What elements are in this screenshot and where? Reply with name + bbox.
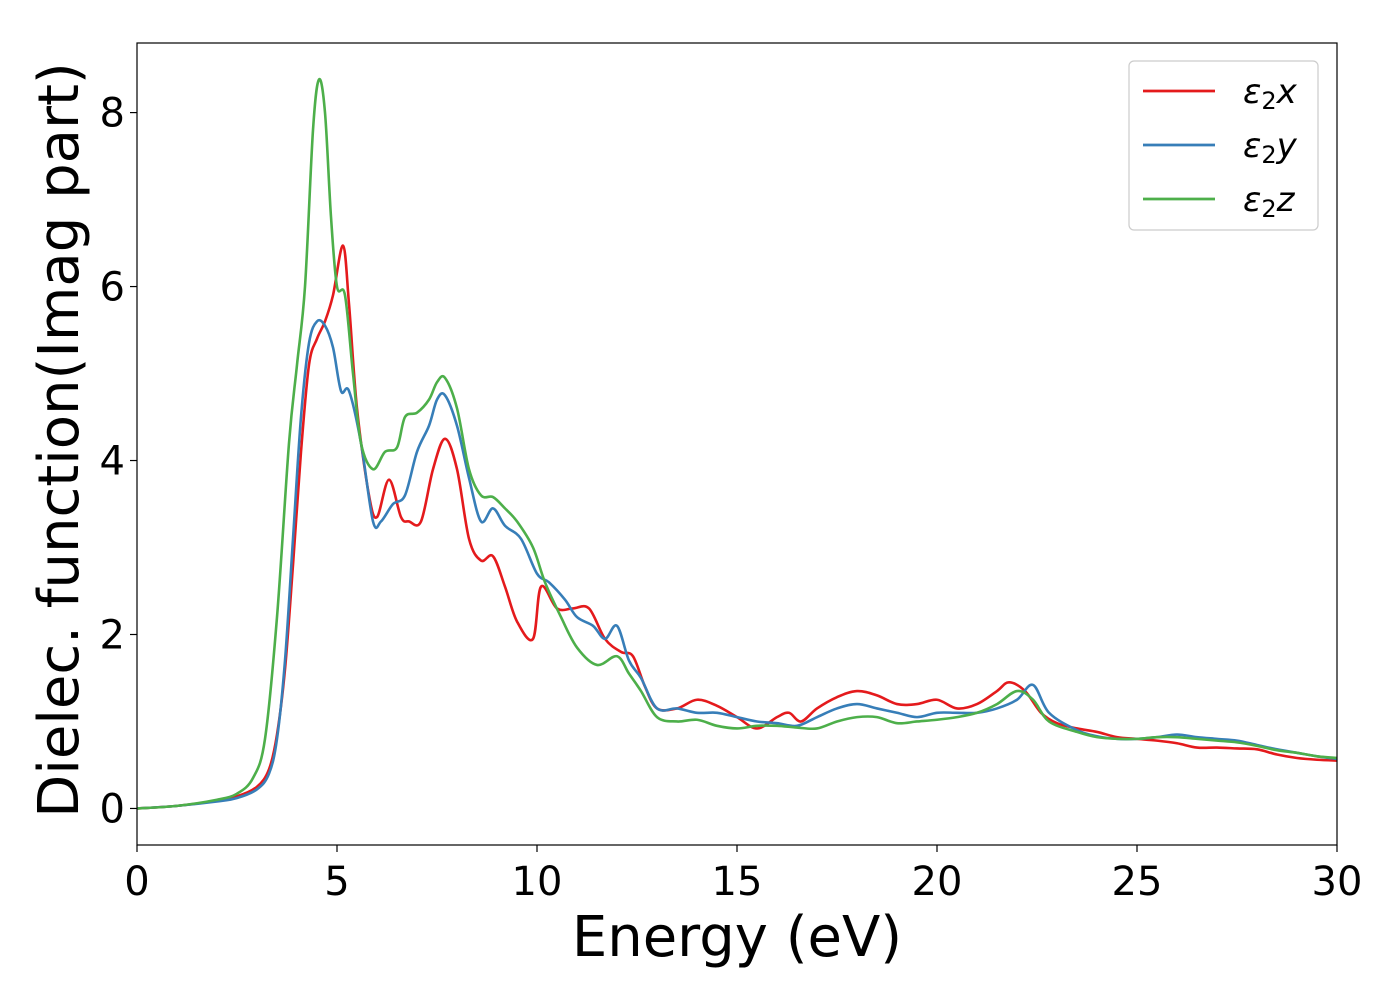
series-line-x: [136, 244, 1338, 810]
series-line-z: [136, 77, 1338, 810]
x-tick-label: 20: [912, 859, 963, 905]
x-tick-label: 25: [1112, 859, 1163, 905]
y-tick-label: 0: [100, 786, 125, 832]
y-axis-title: Dielec. function(Imag part): [27, 62, 92, 818]
y-axis-ticks: 0 2 4 6 8: [100, 91, 137, 832]
x-tick-label: 10: [512, 859, 563, 905]
x-axis-title: Energy (eV): [572, 905, 902, 970]
series-line-y: [136, 318, 1338, 810]
x-tick-label: 0: [124, 859, 149, 905]
legend-label-y: ε2y: [1243, 126, 1298, 169]
y-tick-label: 2: [100, 612, 125, 658]
legend: ε2x ε2y ε2z: [1128, 60, 1319, 231]
y-tick-label: 8: [100, 91, 125, 137]
legend-box: [1128, 60, 1319, 231]
legend-label-z: ε2z: [1243, 180, 1296, 223]
y-tick-label: 6: [100, 265, 125, 311]
x-tick-label: 5: [324, 859, 349, 905]
x-tick-label: 30: [1312, 859, 1363, 905]
legend-label-x: ε2x: [1243, 72, 1298, 115]
x-tick-label: 15: [712, 859, 763, 905]
x-axis-ticks: 0 5 10 15 20 25 30: [124, 845, 1362, 905]
series-layer: [136, 77, 1338, 810]
y-tick-label: 4: [100, 439, 125, 485]
